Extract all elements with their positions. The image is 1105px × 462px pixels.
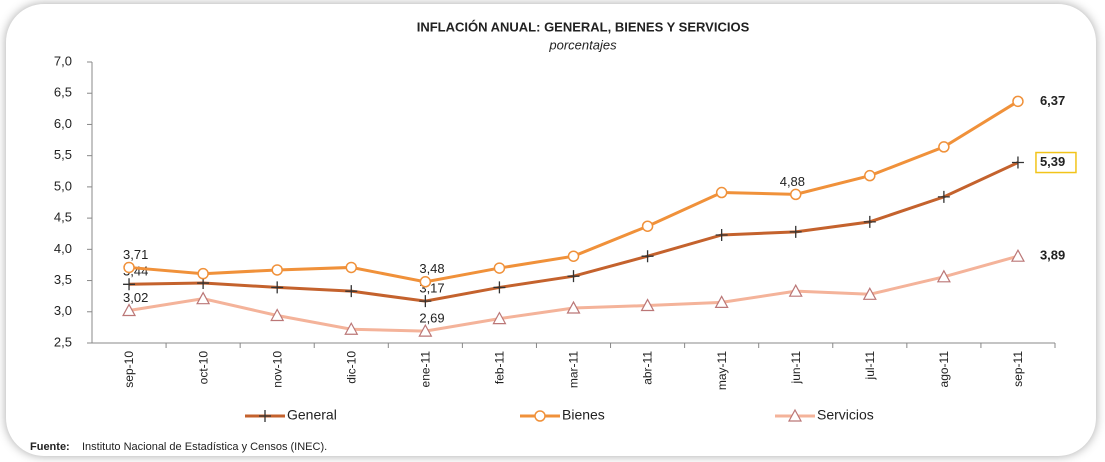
marker	[344, 322, 359, 335]
marker	[640, 298, 655, 312]
y-tick-label: 5,5	[54, 147, 72, 162]
marker	[863, 215, 876, 228]
x-tick-label: jun-11	[789, 351, 803, 385]
marker	[788, 283, 803, 297]
x-tick-label: jul-11	[863, 351, 877, 381]
marker	[122, 303, 137, 317]
y-tick-label: 7,0	[54, 53, 72, 68]
marker	[345, 261, 358, 274]
marker	[419, 276, 432, 288]
y-tick-label: 4,5	[54, 210, 72, 225]
marker	[567, 250, 580, 262]
y-tick-label: 5,0	[54, 178, 72, 193]
marker	[419, 295, 432, 308]
series: 3,71 3,48 4,88 6,37	[123, 93, 1065, 288]
label-box	[1035, 151, 1077, 174]
chart-title: INFLACIÓN ANUAL: GENERAL, BIENES Y SERVI…	[417, 19, 750, 34]
marker	[566, 300, 581, 314]
legend-label: Servicios	[817, 407, 874, 423]
legend-label: General	[287, 407, 337, 423]
data-label: 2,69	[419, 311, 444, 326]
marker	[1011, 156, 1024, 169]
data-label: 3,02	[123, 290, 148, 305]
marker	[789, 188, 802, 201]
marker	[938, 141, 950, 153]
marker	[123, 278, 136, 291]
y-tick-label: 2,5	[54, 334, 72, 349]
marker	[270, 308, 285, 322]
card	[6, 4, 1096, 456]
marker	[123, 261, 135, 274]
y-tick-label: 4,0	[54, 241, 72, 256]
marker	[641, 220, 654, 232]
marker	[1010, 248, 1025, 262]
marker	[271, 264, 283, 276]
marker	[714, 295, 729, 309]
marker	[492, 311, 507, 325]
marker	[418, 323, 433, 337]
data-label: 5,39	[1040, 154, 1065, 169]
legend-label: Bienes	[562, 407, 605, 423]
marker	[197, 267, 209, 280]
x-tick-label: sep-10	[122, 351, 136, 388]
marker	[1012, 95, 1024, 108]
marker	[567, 270, 580, 283]
data-label: 3,71	[123, 247, 148, 262]
marker	[937, 190, 950, 203]
marker	[715, 228, 728, 241]
x-tick-label: sep-11	[1011, 351, 1025, 387]
marker	[641, 250, 654, 263]
y-tick-label: 6,5	[54, 85, 72, 100]
marker	[864, 169, 876, 182]
data-label: 3,89	[1040, 248, 1065, 263]
y-tick-label: 6,0	[54, 116, 72, 131]
marker	[787, 408, 803, 422]
marker	[715, 186, 728, 199]
marker	[271, 281, 284, 294]
data-label: 3,48	[419, 261, 444, 276]
x-tick-label: mar-11	[567, 351, 581, 388]
x-tick-label: may-11	[715, 351, 729, 390]
x-tick-label: nov-10	[270, 351, 284, 388]
x-tick-label: ene-11	[419, 351, 433, 388]
x-tick-label: ago-11	[937, 351, 951, 388]
marker	[493, 262, 506, 274]
marker	[259, 410, 271, 422]
marker	[862, 287, 877, 300]
data-label: 6,37	[1040, 93, 1065, 108]
data-label: 4,88	[780, 174, 805, 189]
series: 3,443,175,39	[123, 151, 1077, 308]
x-tick-label: abr-11	[641, 351, 655, 385]
y-tick-label: 3,5	[54, 272, 72, 287]
marker	[493, 281, 506, 294]
y-tick-label: 3,0	[54, 303, 72, 318]
marker	[196, 291, 211, 305]
x-tick-label: oct-10	[196, 351, 210, 385]
marker	[345, 285, 358, 298]
marker	[534, 410, 546, 422]
chart-subtitle: porcentajes	[548, 37, 617, 52]
source-text: Instituto Nacional de Estadística y Cens…	[82, 441, 327, 453]
x-tick-label: feb-11	[493, 351, 507, 384]
marker	[936, 269, 951, 283]
source-label: Fuente:	[30, 441, 70, 453]
series: 3,02 2,69 3,89	[122, 248, 1065, 337]
marker	[789, 225, 802, 238]
x-tick-label: dic-10	[344, 351, 358, 384]
line	[128, 254, 1019, 333]
